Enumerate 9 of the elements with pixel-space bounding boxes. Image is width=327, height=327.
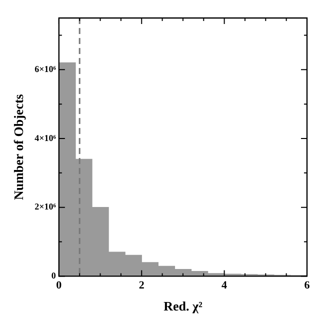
y-tick-label: 2×10⁶ bbox=[34, 202, 56, 212]
y-axis-title: Number of Objects bbox=[11, 94, 26, 200]
y-tick-label: 4×10⁶ bbox=[34, 132, 56, 143]
x-axis-title: Red. χ² bbox=[164, 298, 202, 314]
x-tick-label: 4 bbox=[222, 280, 228, 292]
y-tick-label: 0 bbox=[51, 270, 56, 281]
y-tick-label: 6×10⁶ bbox=[34, 64, 56, 74]
x-tick-label: 2 bbox=[138, 280, 145, 292]
x-tick-label: 6 bbox=[304, 280, 310, 292]
